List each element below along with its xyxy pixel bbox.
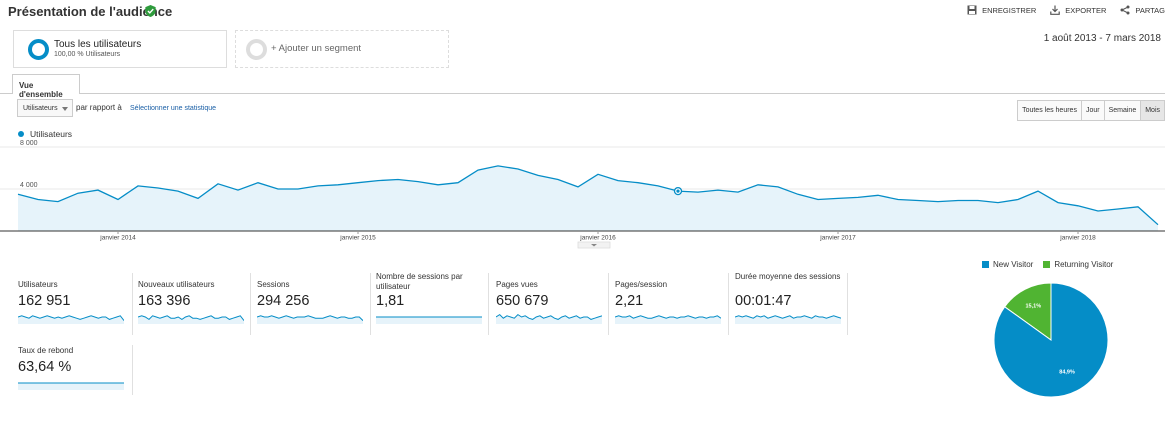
metric-separator — [488, 273, 489, 335]
metric-sparkline — [496, 313, 602, 324]
pie-slice-returning-visitor[interactable] — [1003, 282, 1052, 341]
metric-select-value: Utilisateurs — [23, 105, 58, 112]
metric-label: Pages/session — [615, 280, 668, 289]
segment-title: Tous les utilisateurs — [54, 39, 142, 50]
period-week-button[interactable]: Semaine — [1104, 100, 1142, 121]
compare-label: par rapport à — [76, 103, 122, 112]
metric-select[interactable]: Utilisateurs — [17, 99, 73, 117]
metric-label: Durée moyenne des sessions — [735, 272, 841, 281]
visitor-type-pie-chart: 15,1% 84,9% — [993, 282, 1109, 398]
series-legend-marker — [18, 131, 24, 137]
metric-sparkline — [257, 315, 363, 324]
legend-returning-visitor-label: Returning Visitor — [1054, 260, 1114, 269]
legend-new-visitor-label: New Visitor — [993, 260, 1034, 269]
series-area — [18, 165, 1158, 231]
metric-card[interactable]: Pages/session 2,21 — [615, 280, 723, 340]
metric-card[interactable]: Nouveaux utilisateurs 163 396 — [138, 280, 246, 340]
metric-card[interactable]: Sessions 294 256 — [257, 280, 365, 340]
metric-value: 1,81 — [376, 293, 405, 309]
period-month-button[interactable]: Mois — [1141, 100, 1165, 121]
pie-legend: New Visitor Returning Visitor — [982, 260, 1113, 269]
verified-shield-icon — [145, 5, 156, 17]
metric-sparkline — [615, 315, 721, 324]
page-title: Présentation de l'audience — [8, 4, 173, 19]
metric-separator — [132, 345, 133, 395]
tab-overview[interactable]: Vue d'ensemble — [12, 74, 80, 99]
period-hourly-button[interactable]: Toutes les heures — [1017, 100, 1082, 121]
hover-data-point-center — [676, 189, 680, 193]
header-bar: Présentation de l'audience ENREGISTRER E… — [0, 0, 1165, 24]
legend-returning-visitor[interactable]: Returning Visitor — [1043, 260, 1113, 269]
save-icon — [967, 5, 977, 15]
metric-separator — [608, 273, 609, 335]
share-button-label: PARTAG — [1135, 5, 1165, 15]
metric-separator — [250, 273, 251, 335]
segment-all-users[interactable]: Tous les utilisateurs 100,00 % Utilisate… — [13, 30, 227, 68]
metric-label: Taux de rebond — [18, 346, 74, 355]
metric-separator — [370, 273, 371, 335]
x-tick-label: janvier 2016 — [579, 235, 616, 242]
metric-label: Nombre de sessions par utilisateur — [376, 272, 463, 291]
period-toggle: Toutes les heures Jour Semaine Mois — [1017, 100, 1165, 121]
x-tick-label: janvier 2015 — [339, 235, 376, 242]
metric-card[interactable]: Durée moyenne des sessions 00:01:47 — [735, 272, 843, 332]
caret-down-icon — [62, 107, 68, 111]
metric-separator — [847, 273, 848, 335]
segment-subtitle: 100,00 % Utilisateurs — [54, 51, 121, 58]
metric-card[interactable]: Pages vues 650 679 — [496, 280, 604, 340]
save-button-label: ENREGISTRER — [982, 5, 1037, 15]
metric-value: 294 256 — [257, 293, 310, 309]
segment-ring-icon — [28, 39, 49, 60]
x-tick-label: janvier 2018 — [1059, 235, 1096, 242]
metric-value: 650 679 — [496, 293, 549, 309]
export-button[interactable]: EXPORTER — [1050, 5, 1106, 15]
share-icon — [1120, 5, 1130, 15]
metric-value: 00:01:47 — [735, 293, 792, 309]
add-segment-label: + Ajouter un segment — [271, 43, 362, 54]
y-tick-label: 8 000 — [20, 140, 38, 147]
pie-slice-new-visitor[interactable] — [993, 282, 1109, 398]
metric-label: Sessions — [257, 280, 290, 289]
metric-sparkline — [376, 316, 482, 324]
tab-divider — [0, 93, 1165, 94]
legend-new-visitor[interactable]: New Visitor — [982, 260, 1033, 269]
metric-sparkline — [18, 382, 124, 390]
returning-visitor-swatch — [1043, 261, 1051, 268]
y-tick-label: 4 000 — [20, 182, 38, 189]
metric-sparkline — [138, 315, 244, 324]
select-statistic-link[interactable]: Sélectionner une statistique — [130, 105, 216, 112]
metric-sparkline — [735, 315, 841, 324]
series-line-utilisateurs — [17, 165, 1159, 226]
x-tick-label: janvier 2017 — [819, 235, 856, 242]
metric-card[interactable]: Taux de rebond 63,64 % — [18, 346, 126, 406]
share-button[interactable]: PARTAG — [1120, 5, 1165, 15]
metric-sparkline — [18, 315, 124, 324]
add-segment-button[interactable]: + Ajouter un segment — [235, 30, 449, 68]
resize-arrow-icon — [591, 244, 597, 247]
metric-label: Nouveaux utilisateurs — [138, 280, 215, 289]
x-tick-label: janvier 2014 — [99, 235, 136, 242]
metric-value: 162 951 — [18, 293, 71, 309]
empty-segment-ring-icon — [246, 39, 267, 60]
save-button[interactable]: ENREGISTRER — [967, 5, 1036, 15]
pie-slice-label: 84,9% — [1059, 369, 1075, 375]
export-icon — [1050, 5, 1061, 15]
metric-separator — [132, 273, 133, 335]
metric-value: 2,21 — [615, 293, 644, 309]
metric-label: Pages vues — [496, 280, 538, 289]
export-button-label: EXPORTER — [1065, 5, 1107, 15]
metric-separator — [728, 273, 729, 335]
series-legend-label: Utilisateurs — [30, 129, 73, 139]
header-actions: ENREGISTRER EXPORTER PARTAG — [967, 5, 1165, 15]
metric-label: Utilisateurs — [18, 280, 58, 289]
period-day-button[interactable]: Jour — [1081, 100, 1105, 121]
metric-card[interactable]: Utilisateurs 162 951 — [18, 280, 126, 340]
date-range-picker[interactable]: 1 août 2013 - 7 mars 2018 — [1043, 33, 1161, 44]
users-over-time-chart: 4 000 8 000 janvier 2014 janvier 2015 janvie… — [0, 140, 1165, 249]
metric-value: 163 396 — [138, 293, 191, 309]
pie-slice-label: 15,1% — [1025, 304, 1041, 310]
metric-card[interactable]: Nombre de sessions par utilisateur 1,81 — [376, 272, 484, 332]
new-visitor-swatch — [982, 261, 989, 268]
metric-value: 63,64 % — [18, 359, 72, 375]
